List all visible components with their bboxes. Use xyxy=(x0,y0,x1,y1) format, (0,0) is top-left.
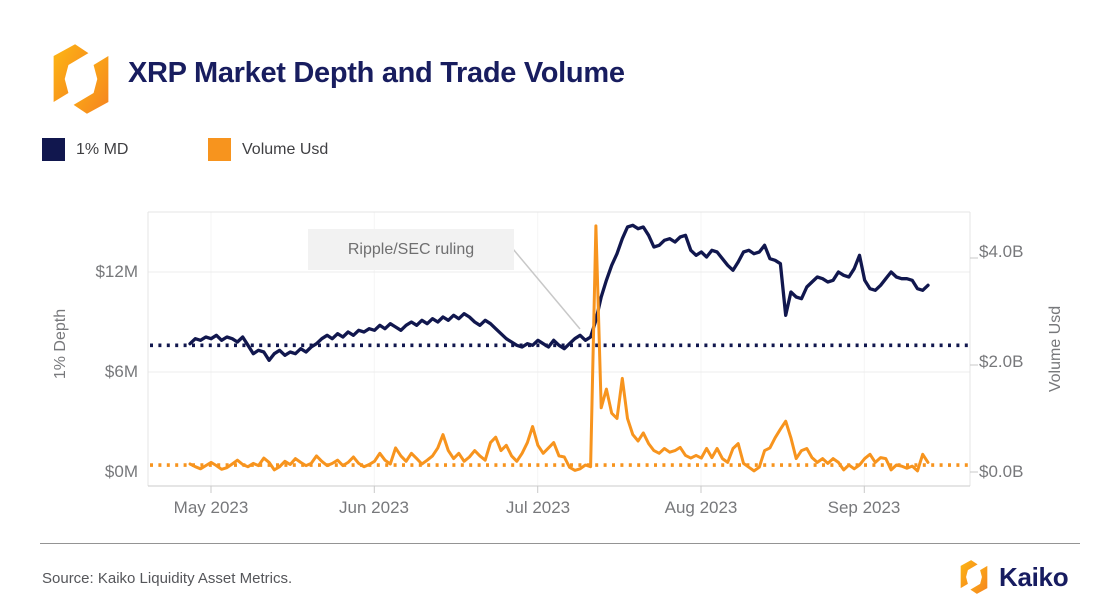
x-tick-jul: Jul 2023 xyxy=(505,498,571,517)
series-line-1pct-md xyxy=(188,223,930,362)
legend-label: 1% MD xyxy=(76,140,129,158)
x-tick-sep: Sep 2023 xyxy=(827,498,901,517)
y-right-tick-2b: $2.0B xyxy=(979,352,1024,371)
legend-swatch-navy xyxy=(42,138,65,161)
y-left-tick-6m: $6M xyxy=(104,362,138,381)
footer-divider xyxy=(40,543,1080,544)
y-left-tick-0m: $0M xyxy=(104,462,138,481)
x-tick-aug: Aug 2023 xyxy=(664,498,738,517)
legend-swatch-orange xyxy=(208,138,231,161)
page-title: XRP Market Depth and Trade Volume xyxy=(128,57,625,89)
annotation-leader-line xyxy=(512,248,581,330)
x-tick-jun: Jun 2023 xyxy=(339,498,409,517)
series-line-volume-usd xyxy=(188,224,930,473)
kaiko-brand-text: Kaiko xyxy=(999,561,1069,592)
y-right-tick-0b: $0.0B xyxy=(979,462,1024,481)
kaiko-logo-icon-small xyxy=(960,560,988,594)
annotation-text: Ripple/SEC ruling xyxy=(347,240,475,258)
kaiko-logo-icon xyxy=(53,44,109,114)
x-tick-may: May 2023 xyxy=(173,498,249,517)
legend-item-volume: Volume Usd xyxy=(208,138,328,161)
y-right-tick-4b: $4.0B xyxy=(979,242,1024,261)
y-left-tick-12m: $12M xyxy=(95,262,138,281)
y-axis-title-left: 1% Depth xyxy=(52,308,69,380)
annotation-ripple-sec-ruling: Ripple/SEC ruling xyxy=(308,229,514,270)
legend-item-1pct-md: 1% MD xyxy=(42,138,128,161)
source-caption: Source: Kaiko Liquidity Asset Metrics. xyxy=(42,570,293,587)
kaiko-brand-lockup: Kaiko xyxy=(956,559,1069,595)
y-axis-title-right: Volume Usd xyxy=(1047,305,1064,393)
plot-area-svg xyxy=(147,211,978,493)
legend-label: Volume Usd xyxy=(242,140,329,158)
